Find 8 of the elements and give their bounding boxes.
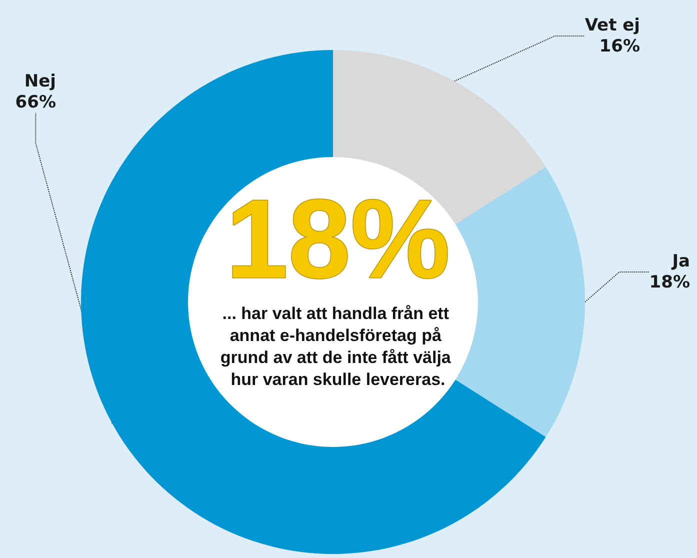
- slice-label: Ja: [671, 252, 690, 272]
- text: ... har valt att handla från ett annat e-handelsföretag på grund av att de inte fått välja hur varan skulle levereras.: [220, 304, 456, 389]
- slice-label: Nej: [24, 72, 56, 92]
- text: 18%: [226, 176, 450, 302]
- data-label: 16%: [599, 36, 640, 56]
- slice-label: Vet ej: [584, 16, 640, 36]
- data-label: 18%: [649, 272, 690, 292]
- data-label: 66%: [15, 92, 56, 112]
